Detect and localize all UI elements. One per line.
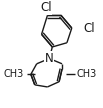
Text: CH3: CH3 <box>76 69 96 79</box>
Text: N: N <box>45 52 54 65</box>
Text: Cl: Cl <box>40 1 52 14</box>
Text: CH3: CH3 <box>3 69 23 79</box>
Text: Cl: Cl <box>84 21 95 35</box>
